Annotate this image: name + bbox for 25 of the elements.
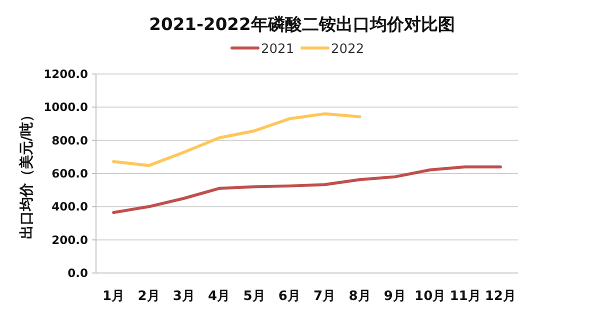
y-tick-label: 200.0 (52, 232, 88, 247)
y-axis-title: 出口均价（美元/吨） (18, 108, 35, 240)
x-tick-label: 6月 (278, 289, 300, 304)
x-tick-label: 7月 (314, 289, 336, 304)
y-tick-label: 0.0 (68, 266, 88, 280)
x-tick-label: 1月 (102, 289, 125, 304)
y-tick-label: 1000.0 (44, 100, 88, 114)
y-tick-label: 800.0 (52, 133, 88, 148)
x-tick-label: 10月 (414, 289, 446, 304)
y-tick-label: 600.0 (52, 166, 88, 180)
x-tick-label: 3月 (172, 289, 195, 304)
y-tick-label: 1200.0 (44, 67, 88, 81)
legend-label: 2021 (261, 42, 294, 57)
y-tick-label: 400.0 (52, 200, 88, 214)
x-tick-label: 5月 (243, 289, 266, 304)
chart-title: 2021-2022年磷酸二铵出口均价对比图 (149, 15, 455, 35)
x-tick-label: 12月 (484, 289, 516, 304)
x-tick-label: 4月 (208, 289, 230, 304)
x-tick-label: 11月 (450, 289, 481, 304)
line-series (112, 165, 502, 214)
x-tick-label: 2月 (138, 289, 160, 304)
legend-label: 2022 (331, 42, 364, 57)
x-tick-label: 9月 (384, 289, 406, 304)
x-tick-label: 8月 (348, 289, 371, 304)
line-series (112, 112, 362, 168)
